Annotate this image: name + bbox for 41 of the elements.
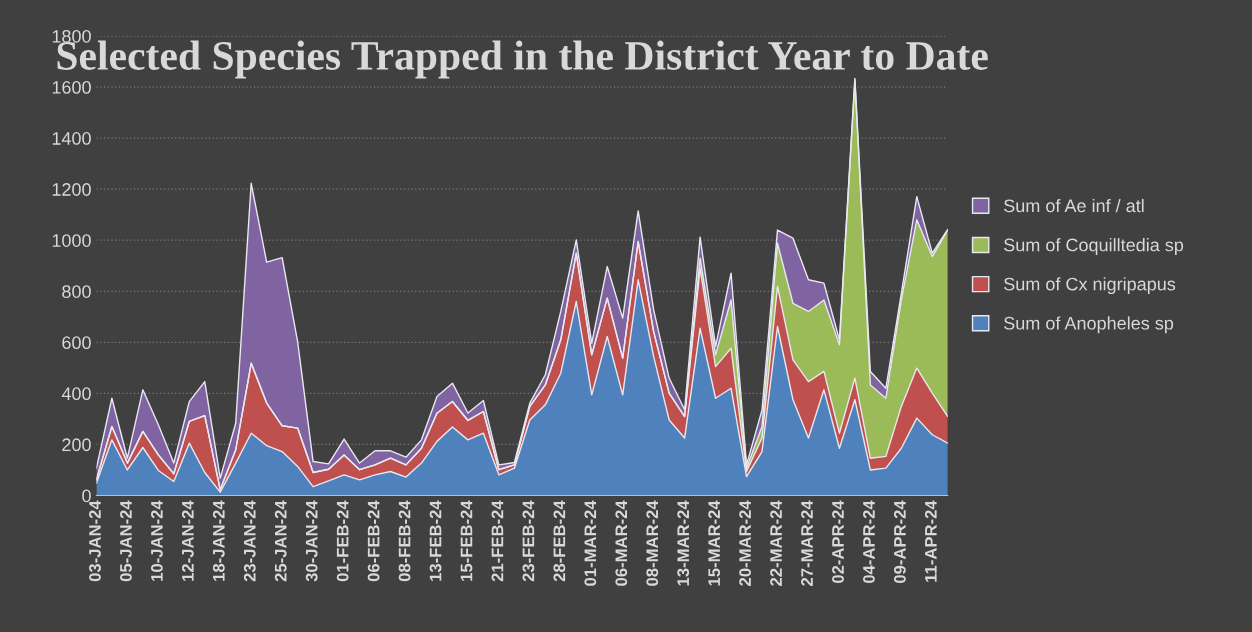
x-tick-label: 02-APR-24 [832, 500, 844, 584]
x-tick-label: 04-APR-24 [863, 500, 875, 584]
x-tick-label: 21-FEB-24 [491, 500, 504, 582]
x-tick-label: 30-JAN-24 [305, 500, 318, 582]
legend-label: Sum of Coquilltedia sp [1004, 238, 1184, 255]
x-tick-label: 23-FEB-24 [522, 500, 535, 582]
x-tick-label: 23-JAN-24 [243, 500, 256, 582]
y-tick-label: 1200 [52, 183, 91, 196]
y-tick-label: 400 [61, 387, 91, 401]
x-tick-label: 08-FEB-24 [398, 500, 411, 582]
y-tick-label: 1000 [52, 234, 91, 247]
y-tick-label: 0 [82, 489, 91, 503]
y-tick-label: 800 [62, 285, 91, 298]
x-tick-label: 06-MAR-24 [615, 500, 628, 586]
x-tick-label: 08-MAR-24 [646, 500, 659, 586]
x-tick-label: 15-FEB-24 [460, 500, 473, 581]
y-tick-label: 600 [62, 336, 91, 350]
x-tick-label: 18-JAN-24 [212, 500, 225, 581]
x-tick-label: 06-FEB-24 [367, 500, 380, 582]
legend-label: Sum of Anopheles sp [1004, 316, 1174, 334]
y-tick-label: 1600 [52, 81, 91, 94]
x-tick-label: 09-APR-24 [894, 500, 906, 584]
x-tick-label: 20-MAR-24 [739, 500, 752, 586]
x-tick-label: 15-MAR-24 [708, 500, 721, 586]
legend-label: Sum of Cx nigripapus [1004, 277, 1176, 295]
x-tick-label: 11-APR-24 [924, 500, 937, 582]
x-tick-label: 01-MAR-24 [584, 500, 597, 586]
x-tick-label: 22-MAR-24 [770, 500, 782, 586]
x-tick-label: 13-FEB-24 [429, 500, 442, 581]
x-tick-label: 13-MAR-24 [677, 500, 690, 586]
x-tick-label: 12-JAN-24 [181, 500, 194, 581]
y-tick-label: 200 [62, 438, 91, 452]
x-tick-label: 03-JAN-24 [89, 500, 101, 582]
legend-label: Sum of Ae inf / atl [1004, 198, 1144, 213]
x-tick-label: 27-MAR-24 [801, 500, 813, 586]
x-tick-label: 25-JAN-24 [274, 500, 287, 582]
x-tick-label: 05-JAN-24 [120, 500, 132, 582]
x-tick-label: 10-JAN-24 [150, 500, 163, 581]
y-tick-label: 1400 [52, 132, 91, 145]
x-tick-label: 28-FEB-24 [553, 500, 566, 582]
x-tick-label: 01-FEB-24 [336, 500, 349, 582]
